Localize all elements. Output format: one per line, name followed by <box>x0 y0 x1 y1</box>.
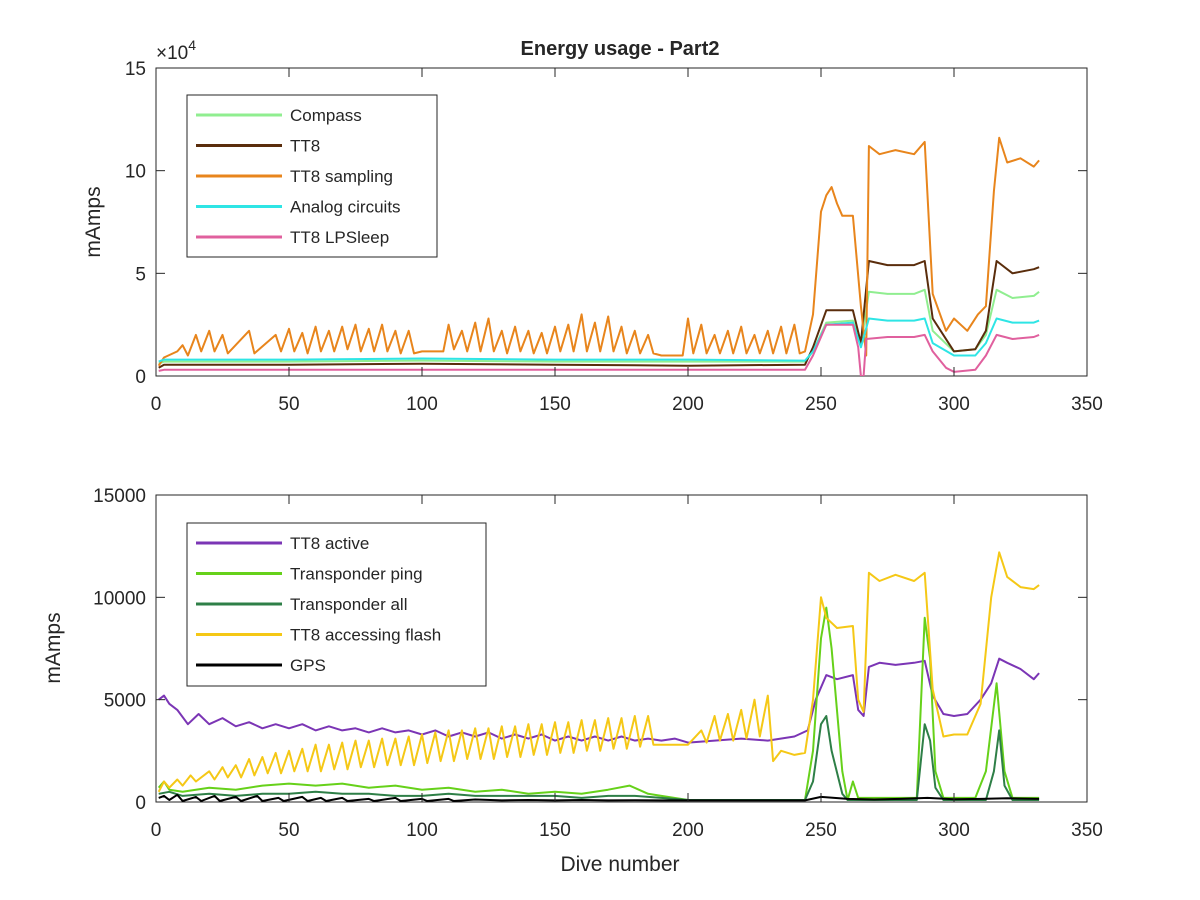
y-tick-label: 15 <box>125 59 146 80</box>
y-tick-label: 5 <box>135 264 146 285</box>
x-tick-label: 250 <box>805 820 837 841</box>
y-tick-label: 10000 <box>93 588 146 609</box>
series-line-tt8-lpsleep <box>158 323 1040 376</box>
x-tick-label: 300 <box>938 820 970 841</box>
x-axis-label: Dive number <box>560 853 679 876</box>
x-tick-label: 300 <box>938 394 970 415</box>
legend-label: TT8 LPSleep <box>290 228 389 247</box>
y-tick-label: 15000 <box>93 486 146 507</box>
x-tick-label: 350 <box>1071 820 1103 841</box>
x-tick-label: 100 <box>406 394 438 415</box>
legend: TT8 active Transponder ping Transponder al… <box>186 522 487 687</box>
legend-label: TT8 <box>290 137 320 156</box>
series-lines <box>157 136 1040 376</box>
series-line-tt8 <box>158 260 1040 369</box>
legend-label: GPS <box>290 656 326 675</box>
legend-label: Compass <box>290 106 362 125</box>
y-axis-label: mAmps <box>82 186 105 257</box>
series-line-tt8-sampling <box>157 136 1040 367</box>
x-tick-label: 200 <box>672 820 704 841</box>
y-tick-label: 0 <box>135 793 146 814</box>
x-tick-label: 50 <box>278 394 299 415</box>
legend-label: TT8 active <box>290 534 369 553</box>
legend-label: Transponder all <box>290 595 408 614</box>
bottom-panel: 0 50 100 150 200 250 300 350 0 5000 10000 15000 mAmp… <box>42 486 1103 841</box>
x-tick-label: 50 <box>278 820 299 841</box>
series-line-tt8-active <box>158 657 1040 744</box>
y-tick-label: 5000 <box>104 691 146 712</box>
legend-label: TT8 sampling <box>290 167 393 186</box>
series-line-compass <box>158 288 1040 365</box>
chart-title: Energy usage - Part2 <box>521 38 720 60</box>
series-line-analog-circuits <box>158 317 1040 363</box>
x-tick-label: 0 <box>151 820 162 841</box>
y-tick-label: 10 <box>125 162 146 183</box>
x-tick-label: 150 <box>539 394 571 415</box>
legend: Compass TT8 TT8 sampling Analog circuits TT8… <box>186 94 438 258</box>
top-panel: 0 50 100 150 200 250 300 350 0 5 10 15 ×104 mAmps Comp… <box>82 37 1103 415</box>
x-tick-label: 250 <box>805 394 837 415</box>
legend-label: Transponder ping <box>290 565 423 584</box>
legend-label: Analog circuits <box>290 198 401 217</box>
y-axis-label: mAmps <box>42 612 65 683</box>
series-line-transponder-all <box>158 715 1040 801</box>
x-tick-label: 350 <box>1071 394 1103 415</box>
series-line-transponder-ping <box>157 606 1040 801</box>
y-tick-label: 0 <box>135 367 146 388</box>
y-exponent-label: ×104 <box>156 37 196 64</box>
legend-label: TT8 accessing flash <box>290 626 441 645</box>
x-tick-label: 0 <box>151 394 162 415</box>
x-tick-label: 150 <box>539 820 571 841</box>
x-tick-label: 100 <box>406 820 438 841</box>
x-tick-label: 200 <box>672 394 704 415</box>
series-line-tt8-accessing-flash <box>157 551 1040 793</box>
